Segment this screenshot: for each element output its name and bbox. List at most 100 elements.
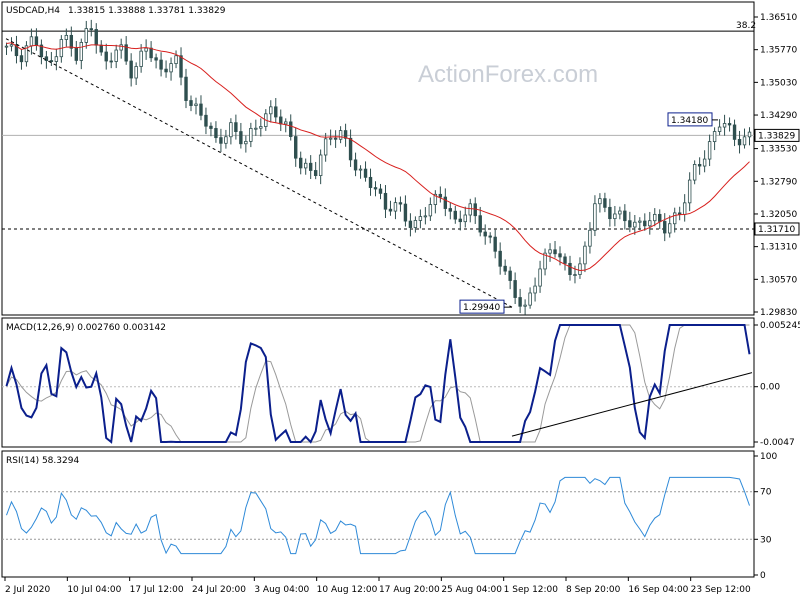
- candle-body: [69, 34, 74, 49]
- candle-body: [174, 55, 178, 64]
- candle-body: [289, 121, 293, 137]
- candle-body: [628, 220, 632, 228]
- candle-body: [274, 106, 278, 118]
- candle-body: [493, 236, 497, 252]
- candle-body: [219, 137, 223, 144]
- candle-body: [643, 220, 647, 227]
- candle-body: [533, 285, 537, 294]
- candle-body: [508, 270, 512, 281]
- candle-body: [249, 128, 253, 142]
- candle-body: [144, 47, 148, 52]
- candle-body: [742, 136, 747, 146]
- candle-body: [19, 55, 24, 63]
- rsi-tick-label: 0: [760, 571, 766, 581]
- candle-body: [368, 176, 373, 188]
- candle-body: [84, 28, 88, 43]
- candle-body: [673, 212, 677, 225]
- candle-body: [194, 103, 198, 106]
- candle-body: [179, 55, 183, 78]
- candle-body: [239, 131, 243, 145]
- rsi-line: [6, 476, 750, 555]
- x-tick-label: 10 Aug 12:00: [317, 585, 378, 595]
- candle-body: [244, 140, 248, 145]
- candle-body: [633, 221, 637, 228]
- candle-body: [398, 202, 403, 205]
- candle-body: [154, 57, 158, 61]
- candle-body: [687, 179, 692, 204]
- candle-body: [717, 126, 722, 132]
- candle-body: [284, 121, 288, 125]
- candle-body: [259, 126, 263, 129]
- candle-body: [737, 138, 742, 146]
- candle-body: [553, 249, 557, 255]
- candle-body: [658, 213, 662, 222]
- candle-body: [428, 204, 433, 217]
- candle-body: [618, 210, 622, 215]
- candle-body: [348, 137, 353, 161]
- candle-body: [682, 202, 687, 215]
- candle-body: [543, 252, 547, 270]
- candle-body: [702, 158, 707, 167]
- candle-body: [34, 36, 39, 46]
- candle-body: [94, 29, 98, 46]
- candle-body: [39, 44, 44, 58]
- candle-body: [518, 297, 522, 307]
- candle-body: [638, 220, 642, 223]
- x-tick-label: 17 Jul 12:00: [130, 585, 184, 595]
- candle-body: [184, 76, 188, 101]
- candle-body: [453, 210, 457, 220]
- price-grid: 38.2: [2, 21, 756, 230]
- candle-body: [99, 44, 103, 53]
- candle-body: [24, 45, 29, 63]
- candle-body: [294, 136, 298, 159]
- price-panel: [1, 1, 755, 316]
- candle-body: [189, 100, 193, 106]
- candle-body: [403, 203, 408, 222]
- candle-body: [89, 28, 93, 31]
- x-tick-label: 23 Sep 12:00: [691, 585, 751, 595]
- ohlc-label: 1.33815 1.33888 1.33781 1.33829: [68, 6, 226, 16]
- candle-body: [558, 253, 562, 258]
- candle-body: [588, 229, 592, 247]
- candle-body: [488, 235, 492, 238]
- candle-body: [653, 213, 657, 222]
- candle-body: [279, 116, 283, 125]
- candle-body: [363, 168, 368, 178]
- candle-body: [214, 128, 218, 139]
- macd-tick-label: -0.0047: [760, 438, 795, 448]
- candle-body: [64, 34, 69, 40]
- x-tick-label: 25 Aug 04:00: [441, 585, 502, 595]
- candle-body: [408, 220, 413, 228]
- candle-body: [9, 44, 14, 47]
- candle-body: [747, 131, 752, 138]
- price-tick-label: 1.33530: [760, 145, 797, 155]
- x-tick-label: 8 Sep 20:00: [566, 585, 621, 595]
- macd-tick-label: 0.005245: [760, 321, 800, 331]
- candles: [4, 19, 752, 315]
- price-tick-label: 1.30570: [760, 275, 797, 285]
- candle-body: [313, 170, 318, 176]
- candle-body: [598, 198, 602, 205]
- moving-average-line: [6, 42, 750, 271]
- candle-body: [663, 221, 667, 234]
- x-tick-label: 1 Sep 12:00: [504, 585, 559, 595]
- macd-trendline: [511, 372, 753, 437]
- candle-body: [483, 231, 487, 237]
- candle-body: [129, 60, 133, 79]
- rsi-tick-label: 30: [760, 535, 772, 545]
- price-tick-label: 1.32050: [760, 210, 797, 220]
- candle-body: [54, 56, 59, 62]
- candle-body: [378, 188, 383, 194]
- candle-body: [393, 202, 398, 212]
- candle-body: [388, 208, 393, 212]
- candle-body: [159, 59, 163, 70]
- candle-body: [114, 49, 118, 62]
- rsi-tick-label: 100: [760, 452, 777, 462]
- watermark: ActionForex.com: [418, 61, 598, 88]
- candle-body: [478, 215, 482, 233]
- macd-label: MACD(12,26,9) 0.002760 0.003142: [6, 323, 166, 333]
- price-tick-label: 1.29830: [760, 308, 797, 318]
- macd-panel: [1, 317, 755, 448]
- current-price-box: [754, 128, 800, 142]
